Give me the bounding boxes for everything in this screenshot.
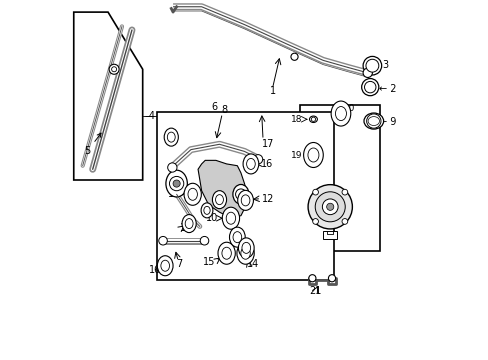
Text: 16: 16 (148, 265, 161, 275)
Ellipse shape (241, 195, 249, 206)
Circle shape (200, 237, 208, 245)
Text: 1: 1 (269, 86, 275, 96)
Text: ← 9: ← 9 (378, 117, 395, 127)
Ellipse shape (182, 215, 196, 233)
Text: 10: 10 (206, 213, 218, 223)
Ellipse shape (157, 256, 173, 276)
Ellipse shape (203, 206, 210, 214)
Ellipse shape (222, 207, 239, 229)
Circle shape (322, 199, 337, 215)
Circle shape (159, 237, 167, 245)
Ellipse shape (335, 107, 346, 121)
Ellipse shape (246, 158, 255, 170)
Bar (323, 231, 337, 239)
Ellipse shape (167, 132, 175, 142)
Circle shape (109, 64, 119, 74)
Circle shape (167, 163, 177, 172)
Ellipse shape (218, 242, 235, 264)
Text: 14: 14 (247, 259, 259, 269)
Ellipse shape (363, 113, 383, 129)
Ellipse shape (237, 242, 254, 264)
Ellipse shape (233, 231, 241, 243)
Circle shape (253, 155, 262, 164)
Text: 8: 8 (221, 105, 227, 115)
Circle shape (235, 189, 246, 200)
Text: 17: 17 (261, 139, 273, 149)
Circle shape (169, 176, 183, 191)
Circle shape (328, 275, 335, 282)
Text: –4: –4 (144, 111, 155, 121)
Ellipse shape (363, 57, 381, 75)
Ellipse shape (215, 195, 223, 204)
Circle shape (315, 192, 345, 222)
Text: 13: 13 (180, 223, 192, 233)
Ellipse shape (165, 170, 187, 197)
Ellipse shape (241, 247, 250, 259)
Text: 7: 7 (176, 259, 183, 269)
Text: 19: 19 (290, 151, 302, 160)
Circle shape (365, 59, 378, 72)
Ellipse shape (367, 117, 379, 126)
Ellipse shape (185, 219, 193, 229)
Text: 6: 6 (211, 103, 217, 112)
Ellipse shape (238, 238, 254, 258)
Circle shape (290, 53, 298, 60)
Circle shape (366, 114, 380, 128)
Ellipse shape (361, 78, 378, 96)
Circle shape (307, 185, 352, 229)
Circle shape (363, 68, 372, 77)
Polygon shape (74, 12, 142, 180)
Ellipse shape (232, 184, 248, 204)
Ellipse shape (229, 227, 244, 247)
Ellipse shape (164, 128, 178, 146)
Ellipse shape (161, 260, 169, 271)
Circle shape (326, 203, 333, 210)
Ellipse shape (307, 148, 318, 162)
Ellipse shape (183, 183, 201, 205)
Circle shape (173, 180, 180, 187)
Ellipse shape (222, 247, 231, 259)
Ellipse shape (226, 212, 235, 224)
Circle shape (311, 117, 315, 121)
Polygon shape (198, 160, 247, 217)
Text: 21: 21 (308, 287, 321, 296)
Text: 3: 3 (381, 60, 387, 70)
Ellipse shape (237, 190, 253, 210)
Text: 16: 16 (261, 159, 273, 169)
Bar (157, 112, 333, 280)
Ellipse shape (309, 116, 317, 122)
Circle shape (111, 67, 116, 72)
Circle shape (308, 275, 315, 282)
Text: ← 2: ← 2 (378, 84, 395, 94)
Circle shape (312, 219, 318, 224)
Ellipse shape (303, 143, 323, 167)
Text: 11: 11 (167, 189, 180, 199)
Text: 20: 20 (343, 104, 354, 113)
Circle shape (364, 81, 375, 93)
Circle shape (341, 219, 347, 224)
Text: 12: 12 (261, 194, 273, 203)
Text: 18: 18 (290, 116, 302, 125)
Circle shape (341, 189, 347, 195)
Ellipse shape (242, 242, 250, 253)
Ellipse shape (243, 154, 258, 174)
Bar (299, 105, 380, 251)
Ellipse shape (212, 191, 226, 209)
Circle shape (312, 189, 318, 195)
Text: 15: 15 (203, 257, 215, 267)
Text: 5: 5 (84, 133, 101, 157)
Ellipse shape (187, 188, 197, 200)
Ellipse shape (330, 101, 350, 126)
Ellipse shape (201, 203, 212, 218)
